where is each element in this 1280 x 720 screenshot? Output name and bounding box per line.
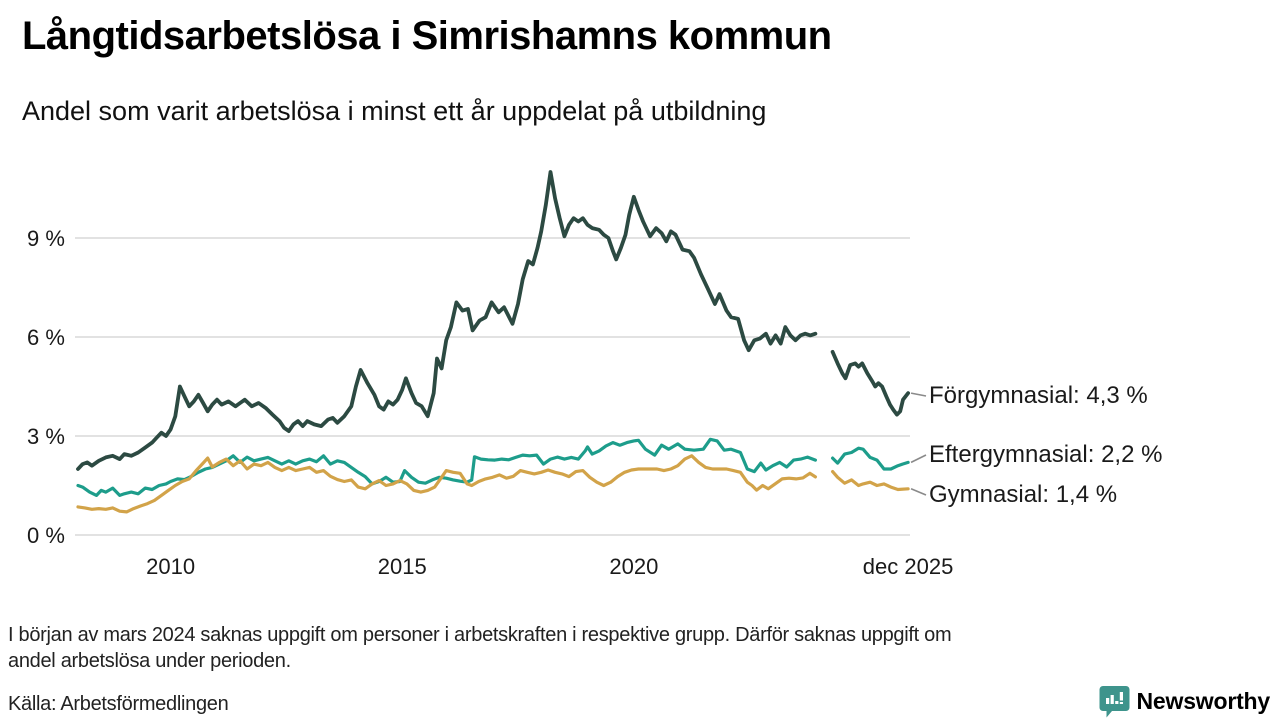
- footnote-line-2: andel arbetslösa under perioden.: [8, 650, 291, 672]
- series-line-gymnasial: [76, 454, 818, 514]
- y-tick-label: 0 %: [27, 523, 65, 548]
- label-leader-line: [910, 488, 927, 496]
- series-line-eftergymnasial: [830, 446, 910, 471]
- y-tick-label: 9 %: [27, 226, 65, 251]
- series-line-gymnasial: [830, 470, 910, 492]
- branding: Newsworthy: [1099, 685, 1270, 718]
- x-tick-label: 2020: [609, 554, 658, 579]
- page-subtitle: Andel som varit arbetslösa i minst ett å…: [22, 96, 767, 126]
- y-tick-label: 6 %: [27, 325, 65, 350]
- newsworthy-logo-icon: [1099, 686, 1130, 718]
- series-line-förgymnasial: [76, 170, 818, 471]
- label-leader-line: [910, 454, 927, 464]
- x-tick-label: 2010: [146, 554, 195, 579]
- newsworthy-logo-text: Newsworthy: [1136, 688, 1271, 714]
- source-label: Källa: Arbetsförmedlingen: [8, 693, 229, 715]
- footnote-line-1: I början av mars 2024 saknas uppgift om …: [8, 624, 952, 646]
- x-tick-label: 2015: [378, 554, 427, 579]
- series-end-label-gymnasial: Gymnasial: 1,4 %: [929, 481, 1118, 508]
- series-end-label-eftergymnasial: Eftergymnasial: 2,2 %: [929, 441, 1163, 468]
- label-leader-line: [910, 392, 927, 397]
- page-title: Långtidsarbetslösa i Simrishamns kommun: [22, 14, 832, 58]
- footnote: I början av mars 2024 saknas uppgift om …: [8, 622, 1268, 674]
- y-tick-label: 3 %: [27, 424, 65, 449]
- series-line-förgymnasial: [830, 349, 910, 417]
- x-tick-label: dec 2025: [863, 554, 954, 579]
- series-end-label-forgymnasial: Förgymnasial: 4,3 %: [929, 382, 1148, 409]
